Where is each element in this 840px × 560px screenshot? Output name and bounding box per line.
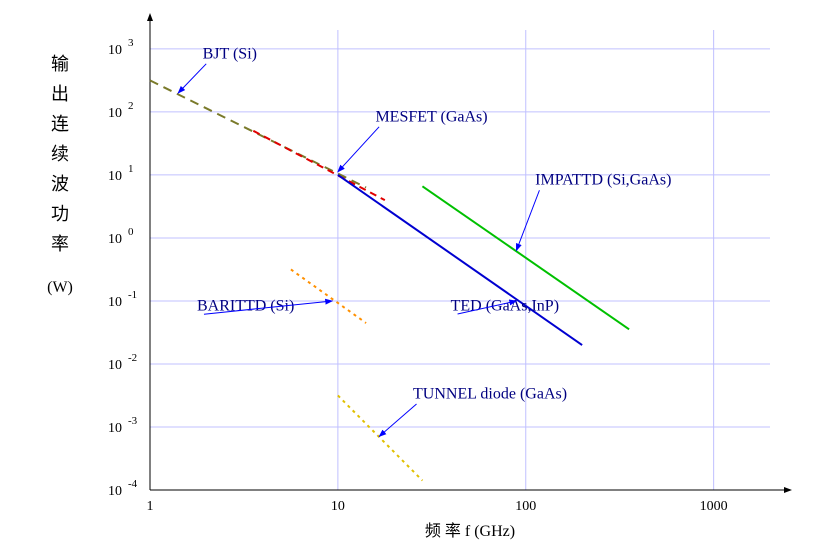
x-axis-label: 频 率 f (GHz) (425, 522, 515, 540)
chart-container: 110100100010-410-310-210-1100101102103BJ… (0, 0, 840, 560)
svg-text:率: 率 (51, 234, 69, 254)
svg-text:续: 续 (51, 144, 69, 164)
series-label-impattd: IMPATTD (Si,GaAs) (535, 171, 671, 188)
svg-text:10: 10 (108, 43, 122, 58)
svg-text:10: 10 (108, 358, 122, 373)
chart-svg: 110100100010-410-310-210-1100101102103BJ… (0, 0, 840, 560)
x-tick-label: 1 (147, 499, 154, 514)
y-axis-unit: (W) (47, 279, 73, 296)
series-label-bjt: BJT (Si) (203, 45, 257, 62)
x-tick-label: 1000 (700, 499, 728, 514)
svg-text:10: 10 (108, 232, 122, 247)
svg-text:波: 波 (51, 174, 69, 194)
svg-text:0: 0 (128, 226, 134, 238)
svg-text:-3: -3 (128, 415, 138, 427)
svg-text:1: 1 (128, 163, 134, 175)
svg-text:输: 输 (51, 54, 69, 74)
svg-text:连: 连 (51, 114, 69, 134)
svg-text:10: 10 (108, 169, 122, 184)
svg-text:10: 10 (108, 421, 122, 436)
x-tick-label: 10 (331, 499, 345, 514)
svg-text:10: 10 (108, 295, 122, 310)
svg-text:-1: -1 (128, 289, 137, 301)
series-label-mesfet: MESFET (GaAs) (375, 108, 487, 125)
svg-text:10: 10 (108, 106, 122, 121)
svg-text:-2: -2 (128, 352, 137, 364)
svg-text:10: 10 (108, 484, 122, 499)
svg-text:3: 3 (128, 37, 134, 49)
series-label-tunnel: TUNNEL diode (GaAs) (413, 386, 567, 403)
svg-text:-4: -4 (128, 478, 138, 490)
svg-text:2: 2 (128, 100, 134, 112)
svg-text:功: 功 (51, 204, 69, 224)
x-tick-label: 100 (515, 499, 536, 514)
svg-text:出: 出 (51, 84, 69, 104)
